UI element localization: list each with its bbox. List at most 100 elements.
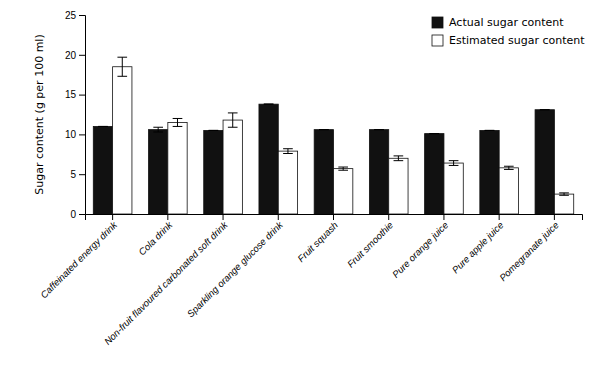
x-axis: Caffeinated energy drink Cola drinkNon-fr… [38,214,582,347]
legend-label: Estimated sugar content [449,34,585,47]
series [113,57,574,214]
bar [425,134,444,214]
tick-label: Sparkling orange glucose drink [185,218,286,319]
error-cap [153,127,163,128]
error-cap [98,126,108,127]
error-bar [540,109,550,110]
legend-item: Estimated sugar content [432,34,585,47]
bar [259,104,278,214]
tick-mark [79,174,85,175]
bar [93,126,112,214]
tick-mark [79,214,85,215]
error-cap [374,129,384,130]
tick-label: 25 [65,10,77,21]
tick-mark [388,214,389,220]
tick-label: 0 [70,209,76,220]
bar [278,151,297,214]
error-cap [228,127,238,128]
tick-mark [333,214,334,220]
legend: Actual sugar content Estimated sugar cont… [432,16,585,47]
tick: 0 [70,209,85,220]
tick-label: Cola drink [136,218,175,257]
tick-mark [79,55,85,56]
error-cap [429,133,439,134]
legend-item: Actual sugar content [432,16,564,29]
error-bar [264,104,274,105]
tick-label: 20 [65,50,77,61]
error-bar [338,167,348,170]
tick-mark [554,214,555,220]
tick-mark [499,214,500,220]
bar [223,120,242,214]
tick-label: 15 [65,89,77,100]
error-cap [153,132,163,133]
error-bar [228,113,238,127]
error-bar [374,129,384,130]
error-cap [504,169,514,170]
tick-mark [443,214,444,220]
error-cap [209,130,219,131]
tick: Caffeinated energy drink [38,214,120,300]
error-bar [429,133,439,134]
error-cap [540,109,550,110]
error-cap [319,129,329,130]
bar [369,130,388,214]
error-bar [98,126,108,127]
error-cap [173,118,183,119]
tick-mark [112,214,113,220]
error-stem [398,156,399,161]
error-cap [338,170,348,171]
error-stem [158,127,159,132]
tick-mark [79,134,85,135]
bar [480,130,499,214]
error-bar [117,57,127,76]
error-stem [287,149,288,154]
error-cap [209,130,219,131]
error-stem [232,113,233,127]
bar [113,67,132,214]
error-cap [98,126,108,127]
tick-mark [79,15,85,16]
axis-line [79,16,86,215]
bar [334,169,353,214]
tick-label: Pomegranate juice [497,219,561,283]
error-cap [374,129,384,130]
plot: 0 5 10 15 20 25 Caffeinated energy drink Cola d… [38,10,585,347]
error-bar [173,118,183,126]
tick-label: Fruit squash [295,219,340,264]
bar [204,130,223,214]
error-cap [429,133,439,134]
error-cap [394,160,404,161]
bar [535,110,554,214]
bar [168,122,187,214]
tick-label: Pure orange juice [390,219,450,279]
error-cap [485,130,495,131]
error-stem [177,118,178,126]
bar [554,194,573,214]
error-stem [122,57,123,76]
y-axis: 0 5 10 15 20 25 [65,10,86,220]
error-bar [209,130,219,131]
tick-label: Caffeinated energy drink [38,218,120,300]
error-bar [504,166,514,169]
error-bar [394,156,404,161]
tick-mark [223,214,224,220]
error-cap [559,195,569,196]
tick: 10 [65,129,85,140]
error-cap [338,167,348,168]
tick-mark [278,214,279,220]
tick: 20 [65,50,85,61]
error-stem [453,161,454,166]
tick: Pure orange juice [390,214,450,280]
tick-label: 10 [65,129,77,140]
tick: Non-fruit flavoured carbonated soft drin… [102,214,231,347]
tick: 5 [70,169,85,180]
error-cap [117,57,127,58]
error-cap [173,126,183,127]
tick-label: Fruit smoothie [345,219,395,269]
tick-label: 5 [70,169,76,180]
error-cap [283,148,293,149]
tick: Pure apple juice [450,214,506,275]
bar [499,168,518,214]
tick-label: Pure apple juice [450,219,506,275]
